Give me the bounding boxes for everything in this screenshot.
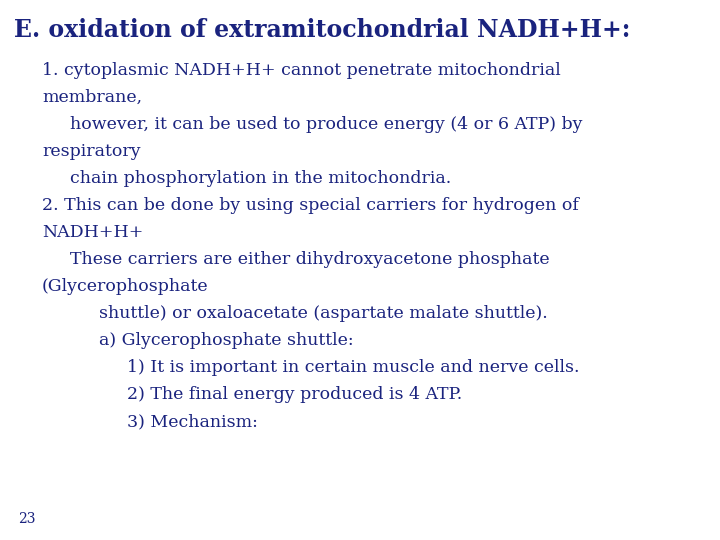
Text: These carriers are either dihydroxyacetone phosphate: These carriers are either dihydroxyaceto… <box>70 251 549 268</box>
Text: 2. This can be done by using special carriers for hydrogen of: 2. This can be done by using special car… <box>42 197 579 214</box>
Text: membrane,: membrane, <box>42 89 142 106</box>
Text: however, it can be used to produce energy (4 or 6 ATP) by: however, it can be used to produce energ… <box>70 116 582 133</box>
Text: E. oxidation of extramitochondrial NADH+H+:: E. oxidation of extramitochondrial NADH+… <box>14 18 631 42</box>
Text: 23: 23 <box>18 512 35 526</box>
Text: shuttle) or oxaloacetate (aspartate malate shuttle).: shuttle) or oxaloacetate (aspartate mala… <box>99 305 548 322</box>
Text: 2) The final energy produced is 4 ATP.: 2) The final energy produced is 4 ATP. <box>127 386 462 403</box>
Text: 1) It is important in certain muscle and nerve cells.: 1) It is important in certain muscle and… <box>127 359 580 376</box>
Text: respiratory: respiratory <box>42 143 140 160</box>
Text: 3) Mechanism:: 3) Mechanism: <box>127 413 258 430</box>
Text: (Glycerophosphate: (Glycerophosphate <box>42 278 209 295</box>
Text: chain phosphorylation in the mitochondria.: chain phosphorylation in the mitochondri… <box>70 170 451 187</box>
Text: a) Glycerophosphate shuttle:: a) Glycerophosphate shuttle: <box>99 332 354 349</box>
Text: 1. cytoplasmic NADH+H+ cannot penetrate mitochondrial: 1. cytoplasmic NADH+H+ cannot penetrate … <box>42 62 561 79</box>
Text: NADH+H+: NADH+H+ <box>42 224 143 241</box>
